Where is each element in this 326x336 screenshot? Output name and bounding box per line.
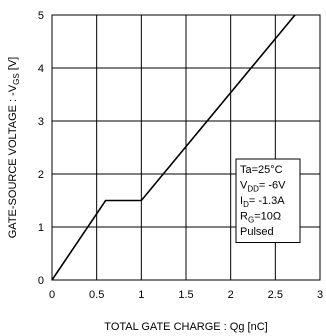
y-tick-label: 3	[38, 116, 44, 128]
x-tick-label: 2	[228, 289, 234, 301]
y-tick-label: 1	[38, 222, 44, 234]
x-tick-label: 0.5	[89, 289, 104, 301]
series-line-0	[51, 14, 296, 281]
x-tick-label: 3	[317, 289, 323, 301]
condition-line: Ta=25°C	[240, 164, 283, 176]
y-tick-label: 5	[38, 10, 44, 22]
condition-line: RG=10Ω	[240, 211, 281, 225]
x-axis-label: TOTAL GATE CHARGE : Qg [nC]	[104, 321, 267, 333]
y-axis-label: GATE-SOURCE VOLTAGE : -VGS [V]	[7, 57, 21, 239]
condition-line: ID= -1.3A	[240, 195, 285, 209]
x-tick-label: 2.5	[268, 289, 283, 301]
y-tick-label: 4	[38, 63, 44, 75]
tick-labels: 0 0.5 1 1.5 2 2.5 3 0 1 2 3 4 5	[38, 10, 323, 301]
grid-lines	[52, 15, 320, 280]
condition-line: VDD= -6V	[240, 180, 286, 194]
condition-line: Pulsed	[240, 226, 274, 238]
x-tick-label: 1	[138, 289, 144, 301]
legend-box-frame	[235, 158, 301, 243]
x-tick-label: 1.5	[178, 289, 193, 301]
plot-frame	[51, 14, 321, 281]
y-tick-label: 2	[38, 169, 44, 181]
y-tick-label: 0	[38, 275, 44, 287]
x-tick-label: 0	[49, 289, 55, 301]
series-layer	[51, 14, 296, 281]
